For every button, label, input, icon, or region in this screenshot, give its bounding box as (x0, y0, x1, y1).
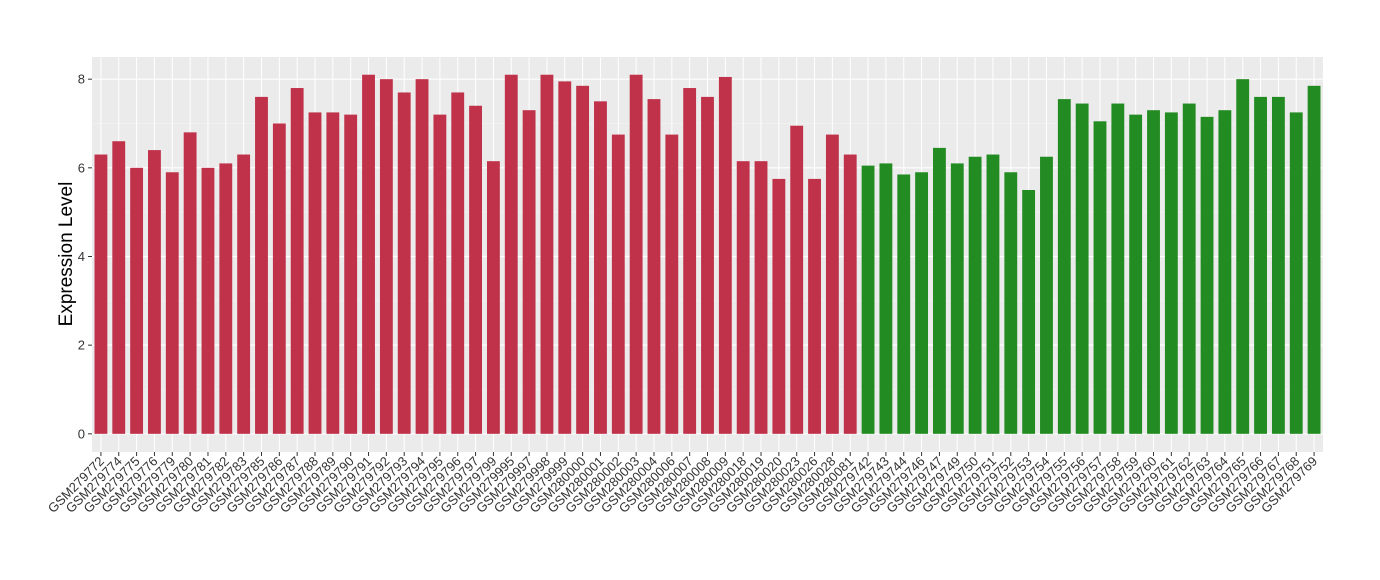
bar (272, 123, 286, 434)
bar (1129, 114, 1143, 434)
bar (433, 114, 447, 434)
bar (255, 96, 268, 434)
bar (843, 154, 857, 434)
bar (290, 88, 304, 434)
y-tick-label: 0 (78, 426, 85, 441)
bar (594, 101, 607, 434)
bar (1182, 103, 1196, 434)
bar (1218, 110, 1232, 434)
bar (1004, 172, 1018, 434)
y-tick-label: 6 (78, 160, 85, 175)
bar (379, 79, 393, 434)
bar (736, 161, 750, 434)
bar (1147, 110, 1160, 434)
bar (1271, 96, 1285, 434)
bar (933, 147, 946, 434)
bar (576, 85, 590, 434)
bar (504, 74, 518, 434)
bar (237, 154, 251, 434)
bar (1289, 112, 1303, 434)
bar (790, 125, 804, 434)
bar (469, 105, 482, 434)
bar (165, 172, 179, 434)
bar (558, 81, 572, 434)
bar (148, 150, 161, 434)
bar (112, 141, 126, 434)
bar (326, 112, 340, 434)
bar (968, 156, 982, 434)
bar (308, 112, 322, 434)
bar (130, 167, 144, 434)
bar (1111, 103, 1125, 434)
bar (1057, 99, 1071, 434)
bar (1164, 112, 1178, 434)
y-tick-label: 8 (78, 72, 85, 87)
bar (1093, 121, 1107, 434)
bar (1075, 103, 1089, 434)
bar (1200, 116, 1214, 434)
bar (1040, 156, 1053, 434)
bar (897, 174, 911, 434)
bar (415, 79, 429, 434)
bar (879, 163, 893, 434)
bar (522, 110, 536, 434)
bar (986, 154, 1000, 434)
bar (772, 178, 786, 434)
bar (1307, 85, 1321, 434)
bar (201, 167, 215, 434)
bar (701, 96, 714, 434)
bar (183, 132, 197, 434)
bar (683, 88, 697, 434)
bar (861, 165, 875, 434)
bar (1236, 79, 1250, 434)
bar (718, 76, 732, 434)
bar (1254, 96, 1267, 434)
y-axis-title: Expression Level (56, 182, 77, 327)
bar (647, 99, 661, 434)
bar (397, 92, 411, 434)
bar (486, 161, 500, 434)
bar (825, 134, 839, 434)
bar (344, 114, 358, 434)
bar (451, 92, 465, 434)
bar (629, 74, 643, 434)
bar (1022, 189, 1036, 434)
bar (94, 154, 108, 434)
bar (665, 134, 679, 434)
y-tick-label: 2 (78, 338, 85, 353)
bar (808, 178, 821, 434)
bar (219, 163, 233, 434)
bar (754, 161, 768, 434)
y-tick-label: 4 (78, 249, 85, 264)
bar (950, 163, 964, 434)
bar (540, 74, 554, 434)
bar (362, 74, 375, 434)
bar (611, 134, 625, 434)
bar (915, 172, 929, 434)
